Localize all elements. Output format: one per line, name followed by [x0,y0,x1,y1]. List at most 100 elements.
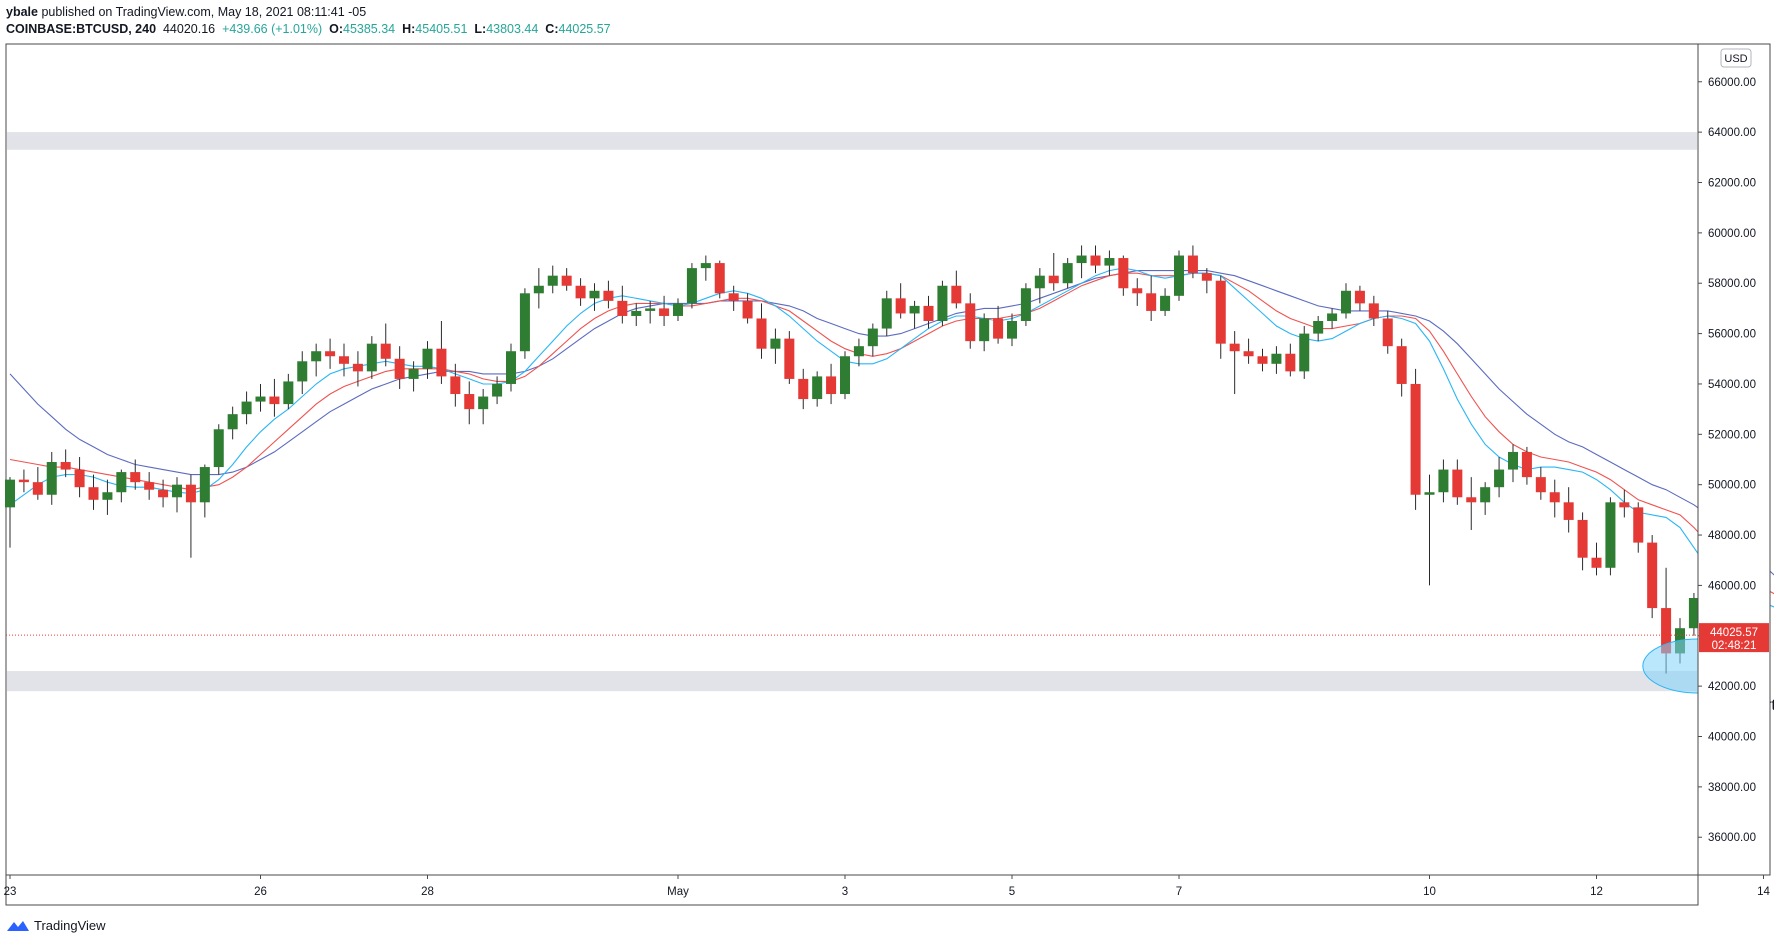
candle-body [728,293,739,301]
candle [478,388,489,425]
candle-body [1549,492,1560,503]
candle-body [1688,598,1699,629]
ma-fast-line [9,267,1774,608]
candle-body [478,396,489,410]
candle-body [742,300,753,319]
candle [951,270,962,309]
candle [672,298,684,321]
candle [4,477,16,548]
candle [102,479,113,515]
high-label: H: [402,22,416,36]
tradingview-logo-icon[interactable] [6,919,30,933]
candle [1327,308,1338,329]
candle [700,255,711,281]
candle [965,293,976,349]
candle [1160,288,1171,316]
candle [547,265,558,294]
candle-body [784,338,795,379]
candle-body [1438,469,1449,493]
candle-body [575,285,586,299]
x-tick-label: 7 [1176,886,1182,898]
candle-body [171,484,183,498]
symbol-info: COINBASE:BTCUSD, 240 44020.16 +439.66 (+… [6,21,611,37]
candle [74,456,85,498]
candle [283,373,294,410]
candle [826,363,837,405]
candle [937,280,948,327]
candle-body [714,263,725,294]
candle [1438,459,1449,503]
candle-body [1535,477,1546,493]
candle-body [1340,290,1352,314]
candle-body [519,293,530,352]
candle-body [185,484,196,503]
candle [1229,331,1240,395]
candle-body [1591,557,1602,568]
candle-body [826,376,837,395]
candle [1647,535,1658,619]
y-tick-label: 66000.00 [1708,77,1756,89]
candle-body [1661,608,1672,654]
y-tick-label: 42000.00 [1708,681,1756,693]
candle [60,449,71,478]
candle [923,295,934,329]
candle-body [144,482,155,490]
candle-body [1507,451,1519,470]
candle-body [18,479,29,483]
brand-name[interactable]: TradingView [34,918,106,933]
open-value: 45385.34 [343,22,396,36]
x-axis[interactable]: 232628May35710121417192124262830Jun [4,874,1774,906]
candle-body [1396,346,1407,384]
candle-body [1076,255,1087,264]
candle [979,313,990,352]
candle-body [756,318,767,349]
y-tick-label: 36000.00 [1708,832,1756,844]
candle-body [1020,288,1031,321]
footer: TradingView [6,918,106,933]
candle [450,363,461,407]
candle-body [937,285,948,321]
candle-body [631,310,642,316]
candle [1062,258,1073,289]
candle [394,346,405,389]
published-text: published on TradingView.com, May 18, 20… [41,5,367,19]
candle-body [1090,255,1101,266]
y-tick-label: 60000.00 [1708,228,1756,240]
candle [1146,275,1157,321]
candle [199,464,210,518]
y-axis[interactable]: USD36000.0038000.0040000.0042000.0044000… [1697,43,1771,876]
author-name[interactable]: ybale [6,5,38,19]
x-tick-label: 3 [842,886,848,898]
candle-body [1048,275,1059,284]
candle [297,351,308,395]
candle [1368,295,1379,327]
currency-button[interactable]: USD [1720,48,1752,68]
candle-body [436,348,447,377]
candle [1173,250,1185,301]
candle [1382,310,1393,354]
candle-body [812,376,823,400]
candle-body [74,469,85,488]
candle [756,303,767,359]
price-change: +439.66 (+1.01%) [222,22,323,36]
candle-body [1299,333,1310,372]
current-price-tag [1699,623,1769,653]
moving-averages [9,267,1774,608]
x-axis-panel [5,874,1699,906]
open-label: O: [329,22,343,36]
candle [1619,489,1630,518]
candle [1521,446,1532,485]
candle [1424,474,1435,586]
candle [338,343,350,377]
candle [1452,459,1463,505]
candle-body [1327,313,1338,321]
candle-body [589,290,600,299]
candle [116,469,127,503]
candle-body [380,343,391,359]
candle [1354,285,1365,311]
candle [227,406,238,440]
candle-body [352,363,363,372]
candle-body [4,479,16,508]
candle-body [1633,507,1644,543]
